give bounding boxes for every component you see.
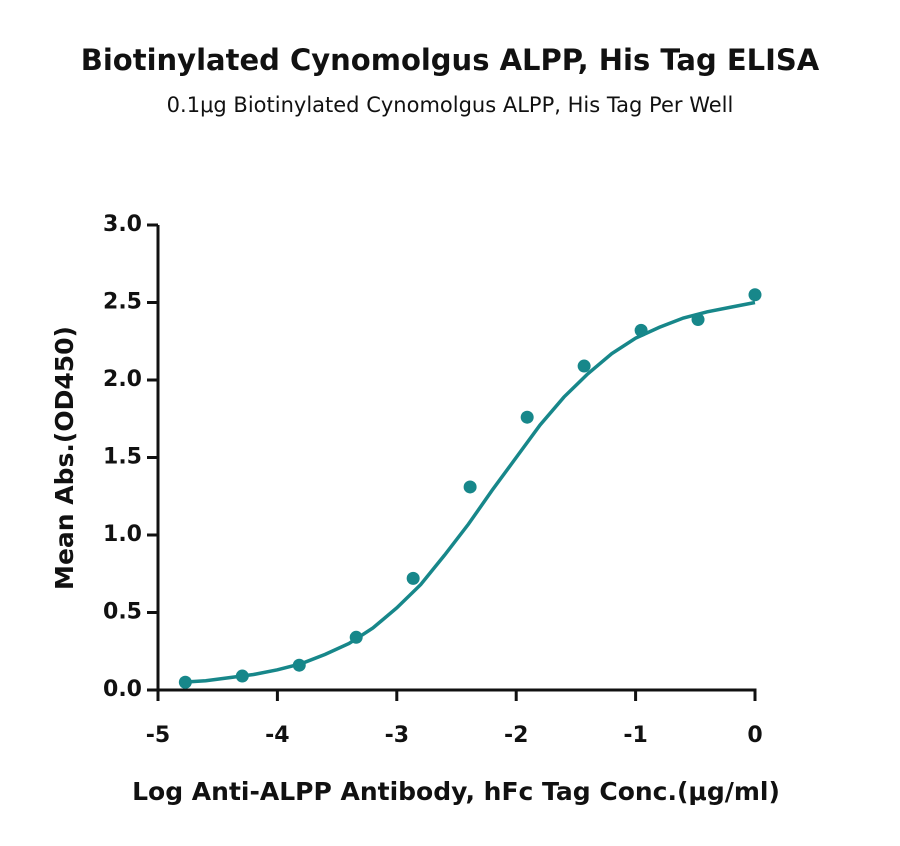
chart-subtitle: 0.1μg Biotinylated Cynomolgus ALPP, His … [167, 93, 734, 117]
x-tick-label: -5 [146, 723, 170, 748]
fit-curve [181, 300, 756, 684]
data-point [577, 359, 591, 373]
y-tick-label: 1.0 [103, 522, 142, 547]
data-point [349, 630, 363, 644]
y-tick-label: 2.0 [103, 367, 142, 392]
data-point [292, 658, 306, 672]
y-axis-label: Mean Abs.(OD450) [50, 326, 79, 590]
data-point [463, 480, 477, 494]
data-point [178, 675, 192, 689]
y-tick-label: 0.5 [103, 600, 142, 625]
x-tick-label: 0 [747, 723, 762, 748]
x-axis-label: Log Anti-ALPP Antibody, hFc Tag Conc.(μg… [132, 777, 780, 806]
chart-title: Biotinylated Cynomolgus ALPP, His Tag EL… [81, 43, 820, 77]
x-tick-label: -4 [265, 723, 289, 748]
data-point [406, 571, 420, 585]
data-point [634, 323, 648, 337]
y-tick-label: 2.5 [103, 290, 142, 315]
x-tick-label: -3 [385, 723, 409, 748]
y-tick-label: 3.0 [103, 212, 142, 237]
data-point [691, 313, 705, 327]
data-point [235, 669, 249, 683]
data-point [520, 410, 534, 424]
data-point [748, 288, 762, 302]
x-tick-label: -1 [623, 723, 647, 748]
x-tick-label: -2 [504, 723, 528, 748]
y-tick-label: 0.0 [103, 677, 142, 702]
y-tick-label: 1.5 [103, 445, 142, 470]
